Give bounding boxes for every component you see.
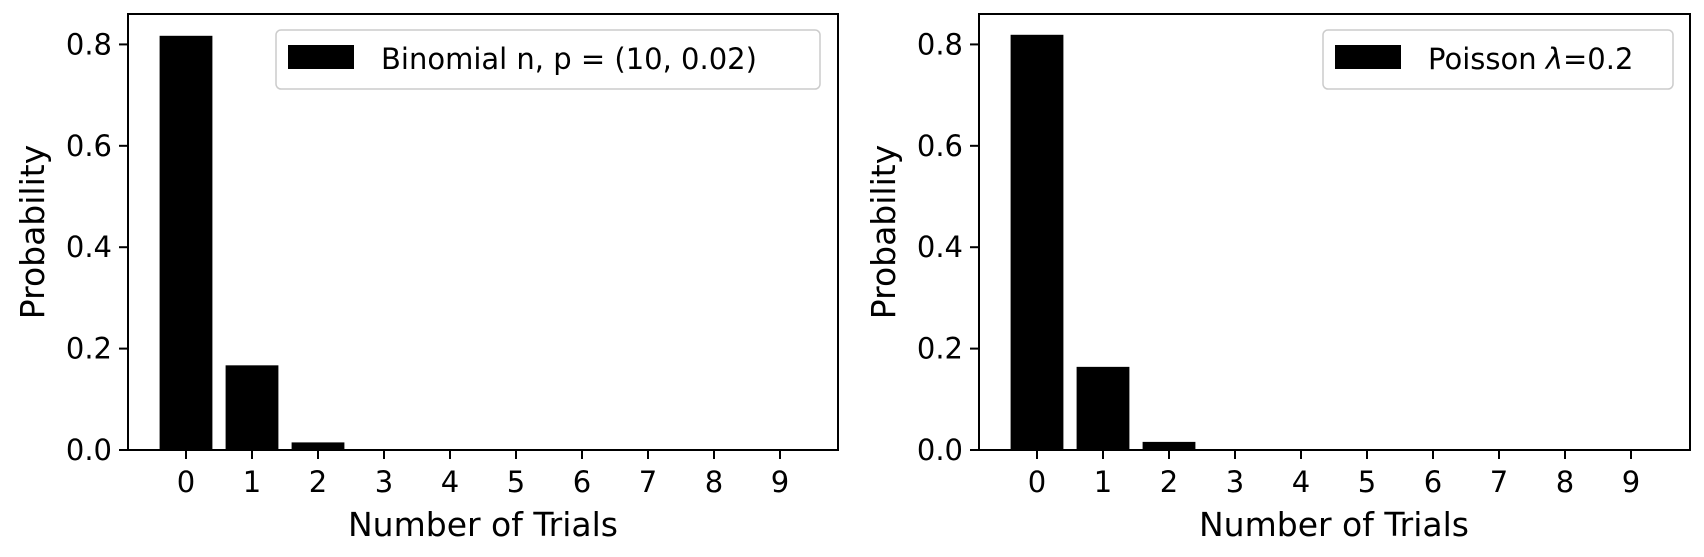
legend-swatch	[288, 45, 354, 69]
x-tick-label: 6	[573, 465, 591, 499]
bar-0	[159, 35, 213, 451]
x-tick-label: 6	[1424, 465, 1442, 499]
y-tick-label: 0.0	[917, 433, 963, 467]
x-tick-label: 1	[243, 465, 261, 499]
x-tick-label: 7	[639, 465, 657, 499]
legend-swatch	[1335, 45, 1401, 69]
x-tick-label: 2	[309, 465, 327, 499]
y-axis-label: Probability	[13, 145, 52, 319]
y-tick-label: 0.8	[66, 27, 112, 61]
x-tick-label: 2	[1160, 465, 1178, 499]
x-axis-label: Number of Trials	[348, 505, 618, 544]
bar-0	[1010, 34, 1064, 450]
x-tick-label: 1	[1094, 465, 1112, 499]
y-tick-label: 0.2	[917, 332, 963, 366]
x-tick-label: 0	[1028, 465, 1046, 499]
bar-1	[225, 365, 279, 450]
x-tick-label: 5	[507, 465, 525, 499]
x-tick-label: 0	[177, 465, 195, 499]
x-tick-label: 9	[771, 465, 789, 499]
x-tick-label: 4	[1292, 465, 1310, 499]
poisson-chart: 0.0 0.2 0.4 0.6 0.8 0 1 2 3 4 5 6 7 8 9 Number of Trial…	[864, 13, 1691, 544]
legend-label-suffix: =0.2	[1563, 42, 1633, 76]
x-tick-label: 9	[1622, 465, 1640, 499]
y-tick-label: 0.0	[66, 433, 112, 467]
x-tick-label: 8	[705, 465, 723, 499]
legend-label: Binomial n, p = (10, 0.02)	[381, 42, 757, 76]
legend-label-prefix: Poisson	[1428, 42, 1546, 76]
bar-1	[1076, 366, 1130, 450]
x-tick-label: 5	[1358, 465, 1376, 499]
y-axis-label: Probability	[864, 145, 903, 319]
x-tick-label: 4	[441, 465, 459, 499]
legend-label: Poisson λ=0.2	[1428, 42, 1633, 76]
plot-frame	[978, 13, 1691, 451]
plot-frame	[127, 13, 839, 451]
x-tick-label: 3	[375, 465, 393, 499]
x-tick-label: 7	[1490, 465, 1508, 499]
y-tick-label: 0.8	[917, 27, 963, 61]
x-tick-label: 3	[1226, 465, 1244, 499]
x-tick-label: 8	[1556, 465, 1574, 499]
legend-box	[1322, 29, 1674, 90]
bar-2	[291, 442, 345, 450]
binomial-chart: 0.0 0.2 0.4 0.6 0.8 0 1 2 3 4 5 6 7 8 9 Number of Trial…	[13, 13, 839, 544]
legend-label-symbol: λ	[1544, 42, 1563, 76]
y-tick-label: 0.4	[917, 230, 963, 264]
y-tick-label: 0.2	[66, 332, 112, 366]
bar-2	[1142, 441, 1196, 450]
legend-box	[275, 29, 821, 90]
y-tick-label: 0.6	[917, 129, 963, 163]
x-axis-label: Number of Trials	[1199, 505, 1469, 544]
y-tick-label: 0.6	[66, 129, 112, 163]
y-tick-label: 0.4	[66, 230, 112, 264]
